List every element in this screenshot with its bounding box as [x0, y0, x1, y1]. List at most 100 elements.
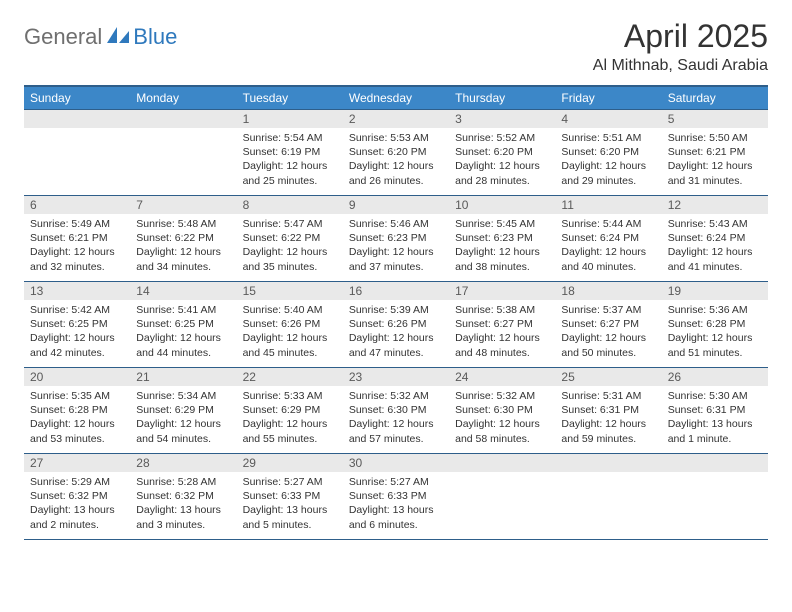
sunset-line: Sunset: 6:21 PM	[668, 145, 762, 159]
day-details: Sunrise: 5:44 AMSunset: 6:24 PMDaylight:…	[555, 214, 661, 278]
calendar-day-cell	[24, 110, 130, 196]
day-details: Sunrise: 5:37 AMSunset: 6:27 PMDaylight:…	[555, 300, 661, 364]
sunrise-line: Sunrise: 5:44 AM	[561, 217, 655, 231]
sunset-line: Sunset: 6:31 PM	[561, 403, 655, 417]
day-number: 28	[130, 454, 236, 472]
day-number: 12	[662, 196, 768, 214]
weekday-header: Friday	[555, 86, 661, 110]
sunset-line: Sunset: 6:25 PM	[30, 317, 124, 331]
sunrise-line: Sunrise: 5:54 AM	[243, 131, 337, 145]
sunrise-line: Sunrise: 5:49 AM	[30, 217, 124, 231]
daylight-line: Daylight: 12 hours and 32 minutes.	[30, 245, 124, 273]
sunrise-line: Sunrise: 5:38 AM	[455, 303, 549, 317]
day-details: Sunrise: 5:38 AMSunset: 6:27 PMDaylight:…	[449, 300, 555, 364]
day-number: 5	[662, 110, 768, 128]
daylight-line: Daylight: 12 hours and 35 minutes.	[243, 245, 337, 273]
day-details: Sunrise: 5:31 AMSunset: 6:31 PMDaylight:…	[555, 386, 661, 450]
page: General Blue April 2025 Al Mithnab, Saud…	[0, 0, 792, 558]
brand-logo: General Blue	[24, 24, 177, 50]
sunrise-line: Sunrise: 5:28 AM	[136, 475, 230, 489]
brand-part1: General	[24, 24, 102, 50]
sunset-line: Sunset: 6:27 PM	[561, 317, 655, 331]
weekday-header: Saturday	[662, 86, 768, 110]
daylight-line: Daylight: 12 hours and 58 minutes.	[455, 417, 549, 445]
location: Al Mithnab, Saudi Arabia	[593, 57, 768, 75]
calendar-week-row: 20Sunrise: 5:35 AMSunset: 6:28 PMDayligh…	[24, 368, 768, 454]
sunset-line: Sunset: 6:20 PM	[349, 145, 443, 159]
day-details: Sunrise: 5:43 AMSunset: 6:24 PMDaylight:…	[662, 214, 768, 278]
day-number: 27	[24, 454, 130, 472]
calendar-day-cell	[555, 454, 661, 540]
weekday-header: Sunday	[24, 86, 130, 110]
sunset-line: Sunset: 6:22 PM	[136, 231, 230, 245]
daylight-line: Daylight: 12 hours and 50 minutes.	[561, 331, 655, 359]
sunrise-line: Sunrise: 5:33 AM	[243, 389, 337, 403]
calendar-day-cell: 27Sunrise: 5:29 AMSunset: 6:32 PMDayligh…	[24, 454, 130, 540]
calendar-day-cell: 8Sunrise: 5:47 AMSunset: 6:22 PMDaylight…	[237, 196, 343, 282]
daylight-line: Daylight: 13 hours and 6 minutes.	[349, 503, 443, 531]
daylight-line: Daylight: 13 hours and 3 minutes.	[136, 503, 230, 531]
daylight-line: Daylight: 12 hours and 38 minutes.	[455, 245, 549, 273]
day-number: 6	[24, 196, 130, 214]
day-details: Sunrise: 5:52 AMSunset: 6:20 PMDaylight:…	[449, 128, 555, 192]
calendar-day-cell: 6Sunrise: 5:49 AMSunset: 6:21 PMDaylight…	[24, 196, 130, 282]
day-details: Sunrise: 5:49 AMSunset: 6:21 PMDaylight:…	[24, 214, 130, 278]
day-details: Sunrise: 5:28 AMSunset: 6:32 PMDaylight:…	[130, 472, 236, 536]
calendar-week-row: 6Sunrise: 5:49 AMSunset: 6:21 PMDaylight…	[24, 196, 768, 282]
sunrise-line: Sunrise: 5:27 AM	[243, 475, 337, 489]
daylight-line: Daylight: 12 hours and 55 minutes.	[243, 417, 337, 445]
daylight-line: Daylight: 12 hours and 42 minutes.	[30, 331, 124, 359]
daylight-line: Daylight: 12 hours and 28 minutes.	[455, 159, 549, 187]
day-number: 26	[662, 368, 768, 386]
day-details: Sunrise: 5:27 AMSunset: 6:33 PMDaylight:…	[343, 472, 449, 536]
day-details: Sunrise: 5:34 AMSunset: 6:29 PMDaylight:…	[130, 386, 236, 450]
calendar-day-cell: 14Sunrise: 5:41 AMSunset: 6:25 PMDayligh…	[130, 282, 236, 368]
sunrise-line: Sunrise: 5:39 AM	[349, 303, 443, 317]
calendar-day-cell: 25Sunrise: 5:31 AMSunset: 6:31 PMDayligh…	[555, 368, 661, 454]
day-details: Sunrise: 5:41 AMSunset: 6:25 PMDaylight:…	[130, 300, 236, 364]
sunrise-line: Sunrise: 5:32 AM	[455, 389, 549, 403]
day-number: 8	[237, 196, 343, 214]
sunrise-line: Sunrise: 5:50 AM	[668, 131, 762, 145]
sunset-line: Sunset: 6:21 PM	[30, 231, 124, 245]
brand-part2: Blue	[133, 24, 177, 50]
sunset-line: Sunset: 6:31 PM	[668, 403, 762, 417]
sunset-line: Sunset: 6:26 PM	[243, 317, 337, 331]
sunrise-line: Sunrise: 5:27 AM	[349, 475, 443, 489]
daylight-line: Daylight: 12 hours and 34 minutes.	[136, 245, 230, 273]
sunset-line: Sunset: 6:20 PM	[561, 145, 655, 159]
sunset-line: Sunset: 6:29 PM	[243, 403, 337, 417]
day-number: 9	[343, 196, 449, 214]
sunrise-line: Sunrise: 5:46 AM	[349, 217, 443, 231]
daylight-line: Daylight: 12 hours and 26 minutes.	[349, 159, 443, 187]
sunset-line: Sunset: 6:30 PM	[349, 403, 443, 417]
sunrise-line: Sunrise: 5:32 AM	[349, 389, 443, 403]
calendar-week-row: 1Sunrise: 5:54 AMSunset: 6:19 PMDaylight…	[24, 110, 768, 196]
day-details: Sunrise: 5:54 AMSunset: 6:19 PMDaylight:…	[237, 128, 343, 192]
day-details: Sunrise: 5:50 AMSunset: 6:21 PMDaylight:…	[662, 128, 768, 192]
calendar-day-cell: 12Sunrise: 5:43 AMSunset: 6:24 PMDayligh…	[662, 196, 768, 282]
sunrise-line: Sunrise: 5:30 AM	[668, 389, 762, 403]
daylight-line: Daylight: 12 hours and 37 minutes.	[349, 245, 443, 273]
calendar-day-cell	[449, 454, 555, 540]
sunset-line: Sunset: 6:24 PM	[561, 231, 655, 245]
weekday-header: Wednesday	[343, 86, 449, 110]
day-number: 14	[130, 282, 236, 300]
daylight-line: Daylight: 12 hours and 44 minutes.	[136, 331, 230, 359]
day-number: 29	[237, 454, 343, 472]
daylight-line: Daylight: 12 hours and 25 minutes.	[243, 159, 337, 187]
sunrise-line: Sunrise: 5:51 AM	[561, 131, 655, 145]
calendar-day-cell: 30Sunrise: 5:27 AMSunset: 6:33 PMDayligh…	[343, 454, 449, 540]
day-details: Sunrise: 5:35 AMSunset: 6:28 PMDaylight:…	[24, 386, 130, 450]
daylight-line: Daylight: 12 hours and 53 minutes.	[30, 417, 124, 445]
calendar-day-cell: 4Sunrise: 5:51 AMSunset: 6:20 PMDaylight…	[555, 110, 661, 196]
title-block: April 2025 Al Mithnab, Saudi Arabia	[593, 18, 768, 75]
day-number: 2	[343, 110, 449, 128]
calendar-day-cell: 26Sunrise: 5:30 AMSunset: 6:31 PMDayligh…	[662, 368, 768, 454]
calendar-day-cell: 11Sunrise: 5:44 AMSunset: 6:24 PMDayligh…	[555, 196, 661, 282]
month-title: April 2025	[593, 18, 768, 55]
day-number-empty	[449, 454, 555, 472]
sunrise-line: Sunrise: 5:48 AM	[136, 217, 230, 231]
sunset-line: Sunset: 6:32 PM	[136, 489, 230, 503]
calendar-day-cell: 29Sunrise: 5:27 AMSunset: 6:33 PMDayligh…	[237, 454, 343, 540]
